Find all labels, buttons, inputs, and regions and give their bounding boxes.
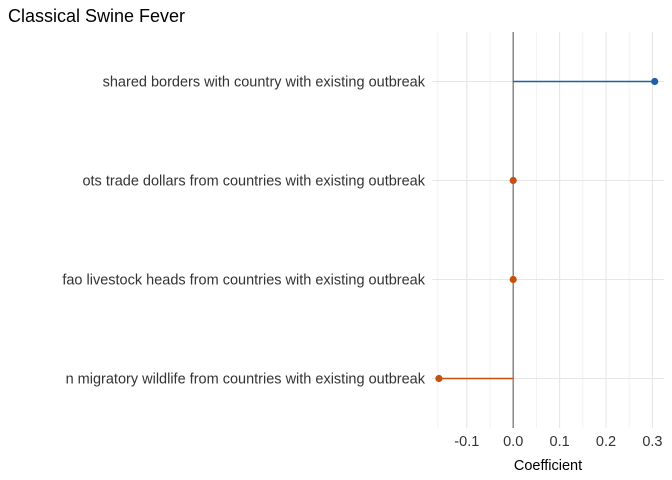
grid [432, 32, 664, 428]
data-marks [435, 77, 659, 383]
category-label: fao livestock heads from countries with … [62, 273, 425, 289]
x-axis-title: Coefficient [514, 458, 582, 474]
x-tick-label: 0.0 [503, 434, 523, 450]
lollipop-point [435, 374, 443, 383]
x-tick-label: -0.1 [454, 434, 479, 450]
x-axis-ticks: -0.1 0.0 0.1 0.2 0.3 [454, 434, 662, 450]
x-tick-label: 0.3 [642, 434, 662, 450]
x-tick-label: 0.2 [596, 434, 616, 450]
category-label: ots trade dollars from countries with ex… [82, 174, 425, 190]
category-label: n migratory wildlife from countries with… [66, 372, 426, 388]
x-tick-label: 0.1 [550, 434, 570, 450]
lollipop-point [509, 176, 517, 185]
category-labels: shared borders with country with existin… [62, 75, 425, 388]
lollipop-point [509, 275, 517, 284]
chart-title: Classical Swine Fever [8, 6, 185, 26]
category-label: shared borders with country with existin… [103, 75, 426, 91]
lollipop-point [651, 77, 659, 86]
